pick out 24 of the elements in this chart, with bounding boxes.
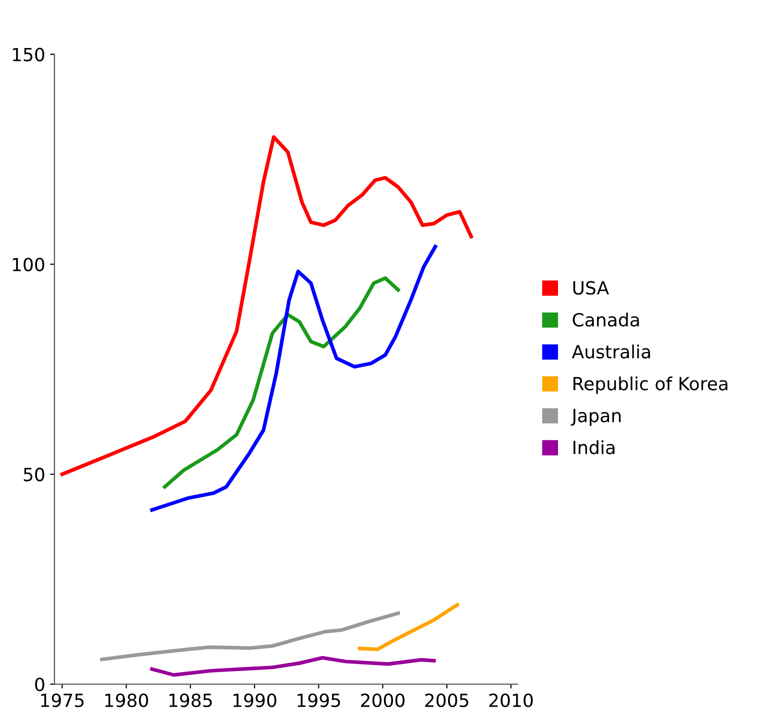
x-tick-label: 1975 [41,694,84,708]
y-tick-label: 100 [12,258,44,272]
legend-label: Republic of Korea [574,376,728,394]
line-series [150,244,438,512]
legend-label: Japan [570,408,621,426]
legend-label: USA [573,281,609,295]
line-series [162,276,400,489]
legend-label: Canada [572,312,639,327]
y-tick-label: 50 [24,468,44,482]
legend-label: Australia [572,344,650,359]
x-tick-label: 1995 [298,694,340,708]
y-tick-label: 150 [12,48,44,62]
y-tick-label: 0 [35,678,44,692]
line-series [100,611,400,662]
x-tick-label: 1980 [105,694,148,708]
x-tick-label: 2005 [425,694,468,708]
line-series [358,603,459,652]
legend-label: India [574,440,614,454]
line-series [150,656,436,677]
x-tick-label: 2010 [489,694,533,708]
x-tick-label: 1985 [169,694,212,708]
x-tick-label: 1990 [234,694,276,708]
line-series [60,135,474,476]
x-tick-label: 2000 [361,694,405,708]
